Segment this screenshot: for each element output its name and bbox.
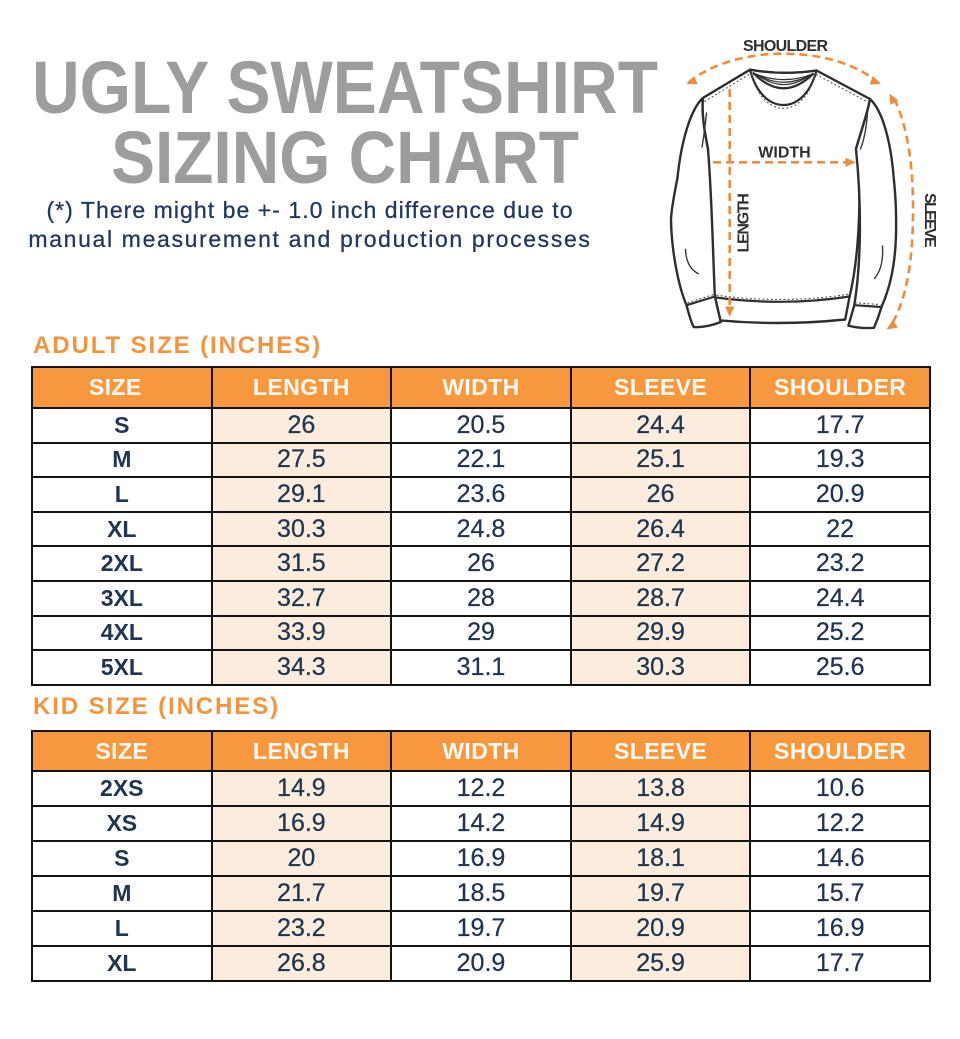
svg-text:SHOULDER: SHOULDER bbox=[743, 38, 829, 55]
svg-text:SLEEVE: SLEEVE bbox=[921, 193, 938, 248]
svg-text:LENGTH: LENGTH bbox=[736, 194, 753, 253]
svg-text:WIDTH: WIDTH bbox=[758, 144, 810, 161]
